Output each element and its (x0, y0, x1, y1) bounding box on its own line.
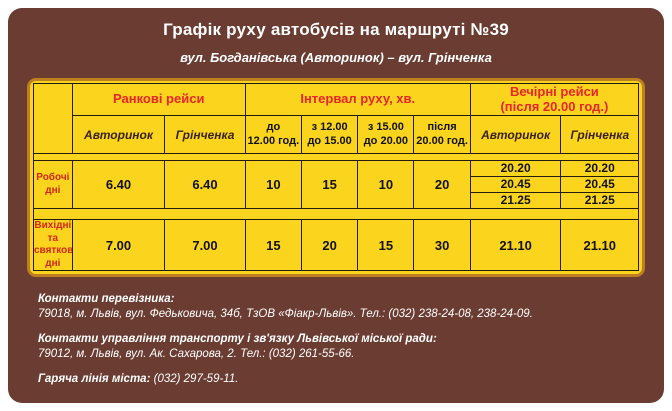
weekends-evening-avtorynok: 21.10 (469, 219, 562, 271)
schedule-table: Ранкові рейси Інтервал руху, хв. Вечірні… (33, 83, 640, 271)
col-header-int-12-15: з 12.00 до 15.00 (300, 115, 359, 154)
city-contact-block: Контакти управління транспорту і зв'язку… (38, 333, 646, 360)
col-header-morning-hrinchenka: Грінченка (164, 115, 246, 154)
weekends-interval-1: 15 (244, 219, 302, 271)
city-contact-heading: Контакти управління транспорту і зв'язку… (38, 333, 437, 345)
col-header-int-15-20: з 15.00 до 20.00 (357, 115, 415, 154)
col-header-evening-hrinchenka: Грінченка (560, 115, 639, 154)
workdays-morning-avtorynok: 6.40 (71, 160, 166, 209)
group-header-morning: Ранкові рейси (71, 83, 246, 116)
table-row-workdays: Робочі дні 6.40 6.40 10 15 10 20 20.20 2… (33, 160, 639, 209)
workdays-interval-1: 10 (244, 160, 302, 209)
workdays-morning-hrinchenka: 6.40 (164, 160, 246, 209)
workdays-interval-3: 10 (357, 160, 415, 209)
workdays-evening-hrinchenka: 20.20 20.45 21.25 (560, 160, 639, 209)
group-header-interval: Інтервал руху, хв. (244, 83, 471, 116)
weekends-interval-4: 30 (413, 219, 471, 271)
workdays-evening-avtorynok: 20.20 20.45 21.25 (469, 160, 562, 209)
hotline-label: Гаряча лінія міста: (38, 373, 151, 385)
carrier-contact-block: Контакти перевізника: 79018, м. Львів, в… (38, 293, 646, 320)
row-label-workdays: Робочі дні (33, 160, 73, 209)
page-title: Графік руху автобусів на маршруті №39 (163, 20, 509, 39)
weekends-evening-hrinchenka: 21.10 (560, 219, 639, 271)
evening-time: 21.25 (561, 192, 638, 208)
weekends-morning-hrinchenka: 7.00 (164, 219, 246, 271)
hotline-line: Гаряча лінія міста: (032) 297-59-11. (38, 373, 646, 385)
weekends-interval-2: 20 (300, 219, 359, 271)
col-header-evening-avtorynok: Авторинок (469, 115, 562, 154)
col-header-morning-avtorynok: Авторинок (71, 115, 166, 154)
spacer-row (33, 153, 639, 161)
route-subtitle: вул. Богданівська (Авторинок) – вул. Грі… (180, 50, 492, 65)
carrier-contact-line: 79018, м. Львів, вул. Федьковича, 34б, Т… (38, 308, 533, 320)
city-contact-line: 79012, м. Львів, вул. Ак. Сахарова, 2. Т… (38, 348, 355, 360)
row-label-weekends: Вихідні та святкові дні (33, 219, 73, 271)
schedule-poster-panel: Графік руху автобусів на маршруті №39 ву… (8, 8, 664, 403)
schedule-table-panel: Ранкові рейси Інтервал руху, хв. Вечірні… (27, 78, 645, 277)
evening-time: 20.20 (584, 161, 615, 176)
workdays-interval-4: 20 (413, 160, 471, 209)
evening-time: 20.45 (561, 176, 638, 192)
contacts-section: Контакти перевізника: 79018, м. Львів, в… (38, 293, 646, 385)
weekends-morning-avtorynok: 7.00 (71, 219, 166, 271)
col-header-int-before-12: до 12.00 год. (244, 115, 302, 154)
col-header-int-after-20: після 20.00 год. (413, 115, 471, 154)
header-column-row: Авторинок Грінченка до 12.00 год. з 12.0… (34, 115, 639, 154)
header-group-row: Ранкові рейси Інтервал руху, хв. Вечірні… (33, 83, 640, 154)
weekends-interval-3: 15 (357, 219, 415, 271)
evening-time: 20.45 (471, 176, 560, 192)
evening-time: 20.20 (500, 161, 531, 176)
hotline-number: (032) 297-59-11. (153, 373, 239, 385)
table-row-weekends: Вихідні та святкові дні 7.00 7.00 15 20 … (33, 219, 639, 271)
evening-time: 21.25 (471, 192, 560, 208)
corner-cell (33, 83, 73, 154)
carrier-contact-heading: Контакти перевізника: (38, 293, 175, 305)
workdays-interval-2: 15 (300, 160, 359, 209)
spacer-row (33, 208, 639, 220)
group-header-evening: Вечірні рейси (після 20.00 год.) (469, 83, 640, 116)
